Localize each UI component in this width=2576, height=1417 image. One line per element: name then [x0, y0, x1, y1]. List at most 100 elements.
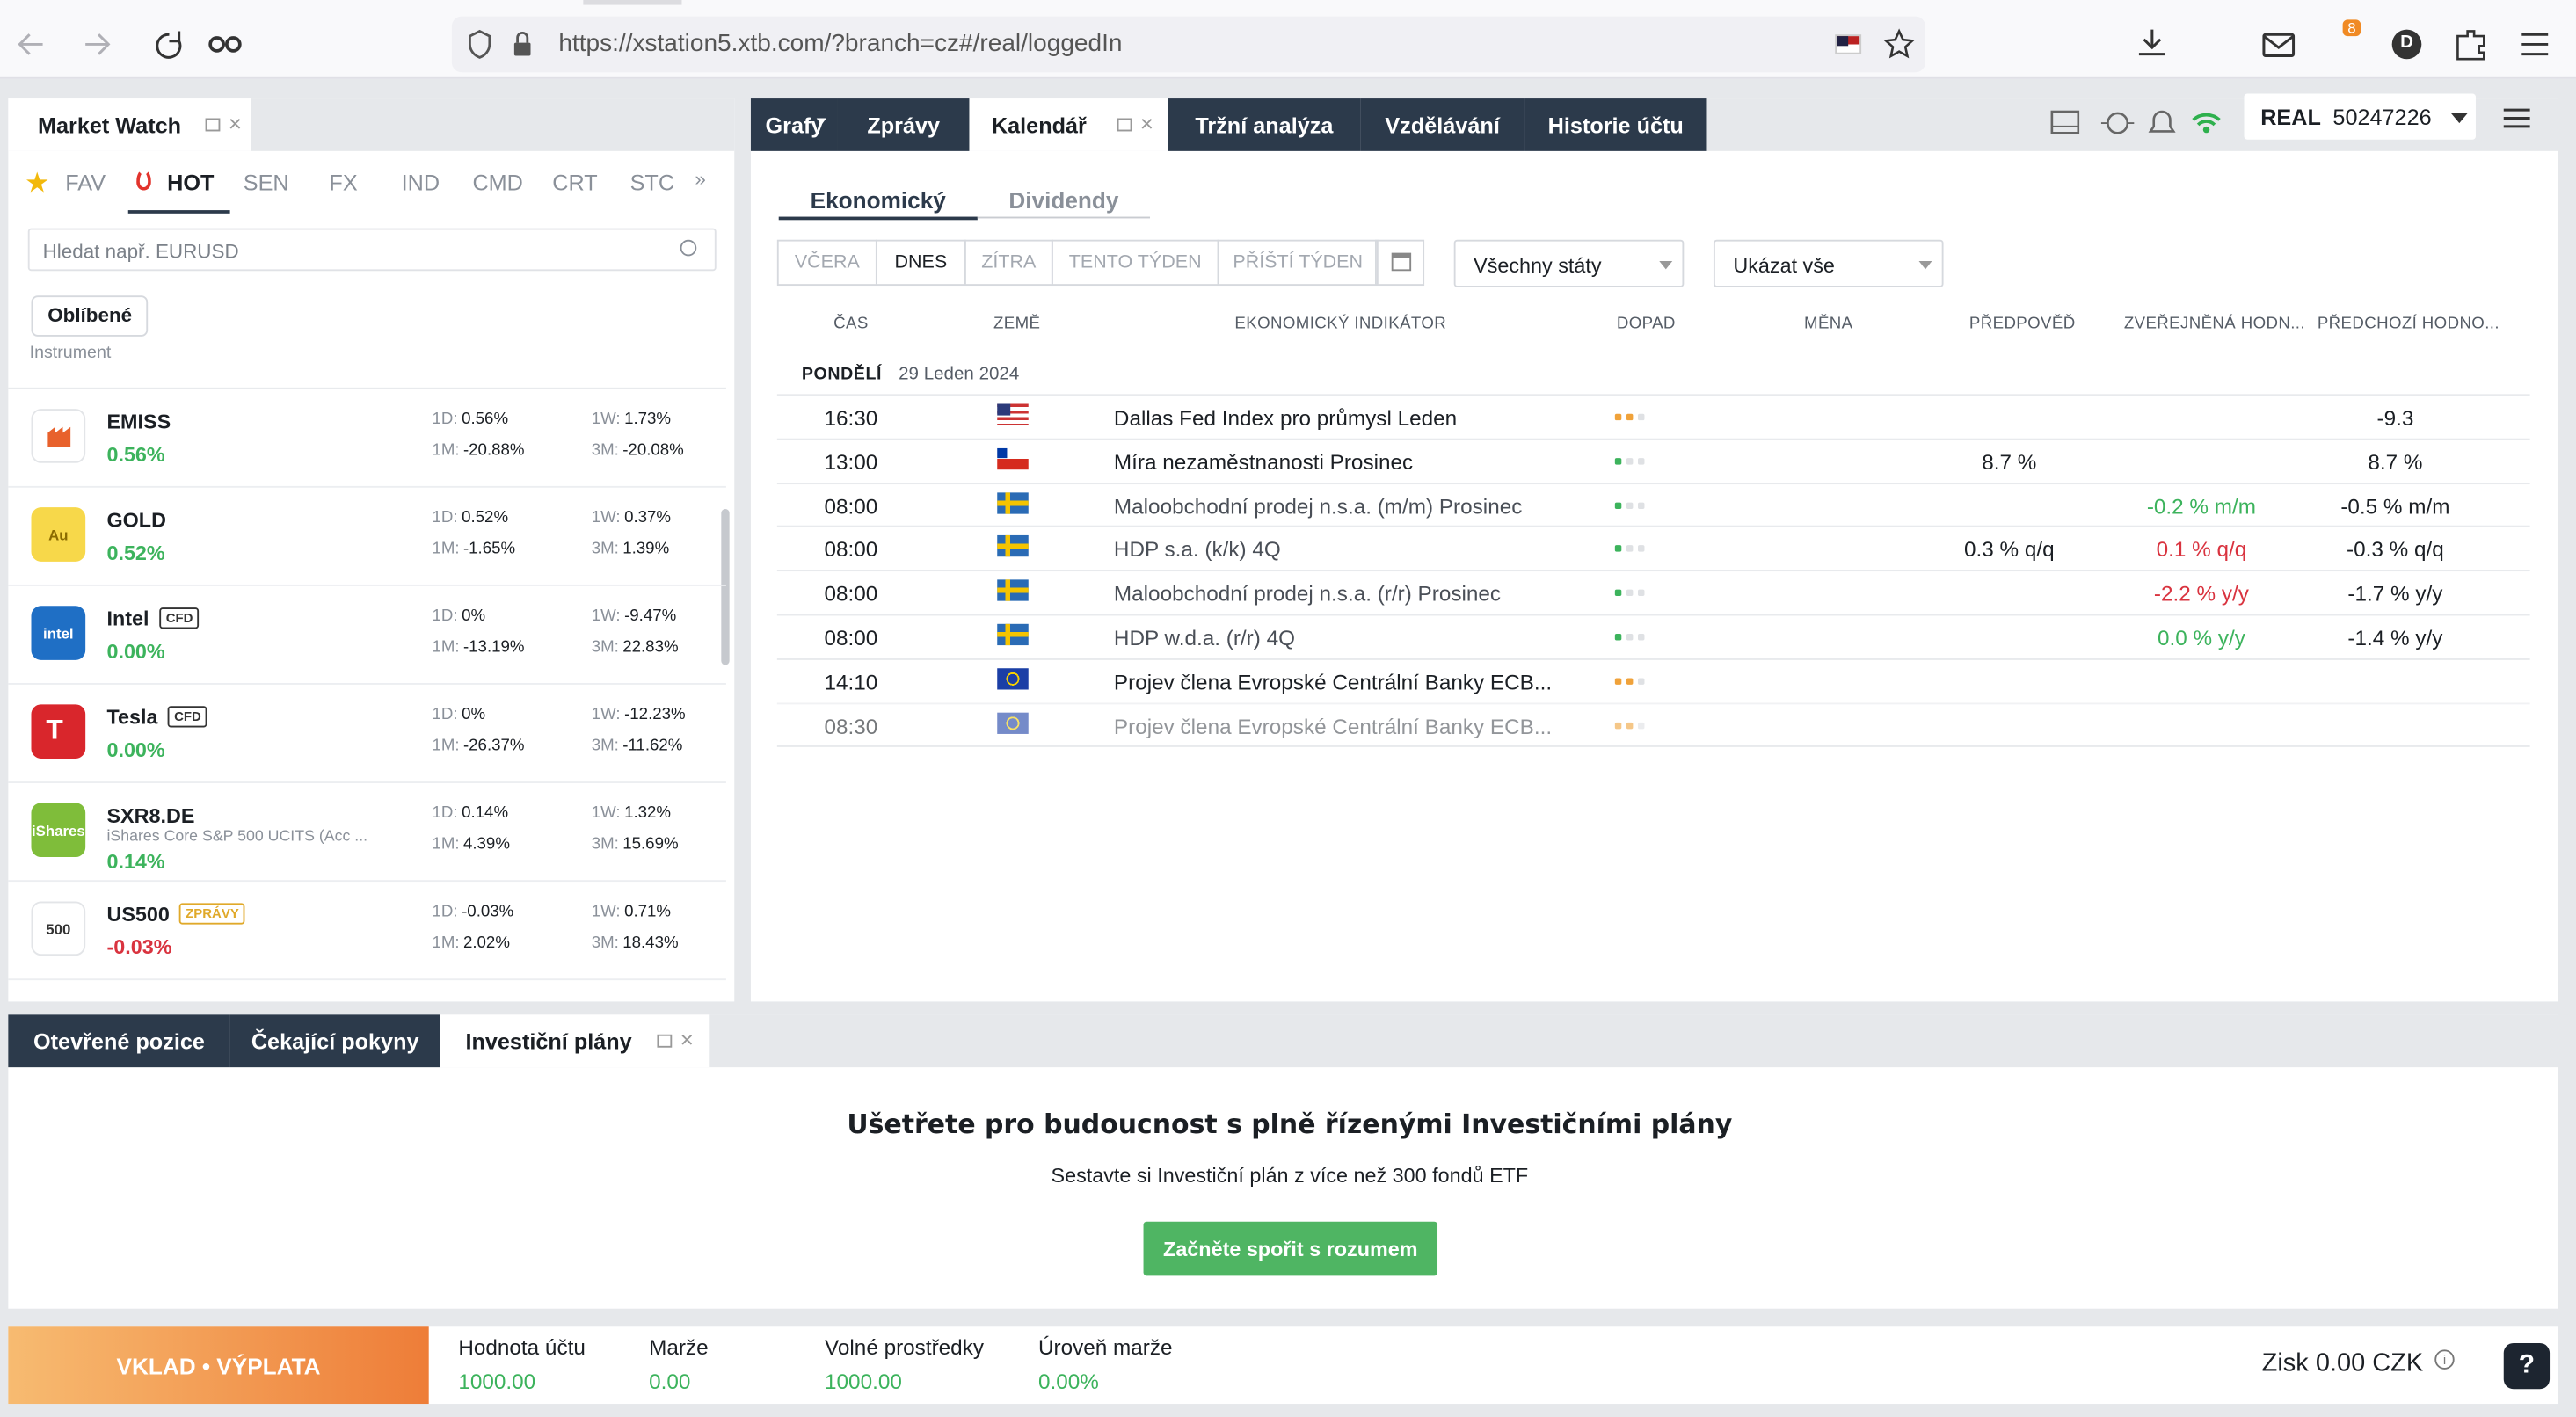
- calendar-row[interactable]: 08:00 Maloobchodní prodej n.s.a. (m/m) Pr…: [776, 482, 2530, 526]
- calendar-picker[interactable]: [1375, 239, 1425, 287]
- period-value: 0.71%: [624, 903, 672, 921]
- event-time: 08:00: [824, 493, 878, 519]
- calendar-row[interactable]: 08:00 Maloobchodní prodej n.s.a. (r/r) Pr…: [776, 570, 2530, 614]
- investment-button[interactable]: Začněte spořit s rozumem: [1143, 1221, 1438, 1276]
- calendar-row[interactable]: 14:10 Projev člena Evropské Centrální Ban…: [776, 658, 2530, 702]
- scroll-arrow[interactable]: »: [695, 167, 706, 191]
- close-icon[interactable]: ×: [228, 110, 243, 137]
- panel-tab[interactable]: Market Watch ×: [8, 98, 251, 151]
- calendar-subtab[interactable]: Dividendy: [1008, 186, 1119, 214]
- browser-actions[interactable]: [2136, 26, 2563, 62]
- main-tab[interactable]: Kalendář ×: [969, 98, 1168, 151]
- help-button[interactable]: ?: [2503, 1342, 2551, 1390]
- category-tab[interactable]: SEN: [243, 171, 289, 196]
- country-flag: [997, 535, 1029, 557]
- instrument-row[interactable]: iShares SXR8.DE iShares Core S&P 500 UCITS…: [8, 783, 726, 883]
- impact-dot: [1626, 678, 1634, 685]
- date-filter[interactable]: TENTO TÝDEN: [1051, 239, 1219, 287]
- category-tab[interactable]: IND: [401, 171, 440, 196]
- category-tab[interactable]: FX: [329, 171, 358, 196]
- category-tab[interactable]: FAV: [65, 171, 106, 196]
- close-icon[interactable]: ×: [680, 1026, 694, 1053]
- deposit-button[interactable]: VKLAD • VÝPLATA: [8, 1326, 429, 1405]
- status-icons: [2050, 110, 2221, 134]
- calendar-row[interactable]: 08:00 HDP w.d.a. (r/r) 4Q 0.0 % y/y -1.4 % …: [776, 614, 2530, 658]
- account-selector[interactable]: REAL 50247226: [2244, 93, 2476, 140]
- main-tab[interactable]: Tržní analýza: [1168, 98, 1361, 151]
- select-box[interactable]: Všechny státy: [1453, 239, 1685, 287]
- instrument-subtitle: iShares Core S&P 500 UCITS (Acc ...: [106, 827, 368, 846]
- calendar-row[interactable]: 16:30 Dallas Fed Index pro průmysl Leden -…: [776, 394, 2530, 438]
- period-value: 2.02%: [462, 934, 510, 953]
- detach-icon[interactable]: [657, 1034, 673, 1048]
- category-tab[interactable]: CMD: [472, 171, 523, 196]
- url-bar[interactable]: https://xstation5.xtb.com/?branch=cz#/re…: [451, 16, 1925, 73]
- detach-icon[interactable]: [1117, 118, 1132, 132]
- impact-dot: [1614, 501, 1622, 509]
- nav-buttons[interactable]: [17, 28, 247, 61]
- dropdown-arrow: [2450, 113, 2468, 132]
- detach-icon[interactable]: [205, 118, 221, 132]
- instrument-row[interactable]: EMISS 0.56% 1D: 0.56% 1W: 1.73% 1M: -20.88% 3M: -…: [8, 389, 726, 488]
- date-filter[interactable]: DNES: [875, 239, 966, 287]
- main-tab[interactable]: Historie účtu: [1524, 98, 1707, 151]
- bottom-tab[interactable]: Investiční plány ×: [440, 1014, 710, 1068]
- calendar-subtab[interactable]: Ekonomický: [810, 186, 946, 214]
- date-filter[interactable]: VČERA: [776, 239, 877, 287]
- bottom-tab[interactable]: Otevřené pozice: [8, 1014, 230, 1068]
- indicator-name: Projev člena Evropské Centrální Banky EC…: [1113, 669, 1553, 694]
- divider: [8, 387, 726, 389]
- day-label: PONDĚLÍ: [801, 364, 883, 385]
- dropdown-arrow: [816, 118, 826, 129]
- impact-dot: [1614, 722, 1622, 729]
- main-tab[interactable]: Zprávy: [837, 98, 970, 151]
- stat-label: Volné prostředky: [825, 1334, 984, 1360]
- date-filter[interactable]: ZÍTRA: [964, 239, 1053, 287]
- main-tabs: Grafy Zprávy Kalendář × Tržní analýza Vzděláv…: [750, 98, 2558, 151]
- bottom-tab-label: Čekající pokyny: [251, 1028, 419, 1054]
- filter-button[interactable]: Oblíbené: [31, 295, 149, 337]
- bottom-tab[interactable]: Čekající pokyny: [229, 1014, 440, 1068]
- indicator-name: Dallas Fed Index pro průmysl Leden: [1113, 405, 1458, 431]
- factory-icon: [47, 426, 71, 447]
- calendar-row[interactable]: 08:30 Projev člena Evropské Centrální Ban…: [776, 701, 2530, 746]
- instrument-row[interactable]: T Tesla CFD 0.00% 1D: 0% 1W: -12.23% 1M: -26.37% 3…: [8, 685, 726, 783]
- instrument-row[interactable]: intel Intel CFD 0.00% 1D: 0% 1W: -9.47% 1M: -13.1…: [8, 586, 726, 685]
- tab-indicator: [583, 0, 682, 5]
- search-placeholder: Hledat např. EURUSD: [42, 239, 239, 263]
- category-tab[interactable]: HOT: [167, 171, 215, 196]
- period-value: 0.37%: [624, 509, 672, 527]
- forecast-value: 8.7 %: [1982, 449, 2037, 475]
- instrument-change: -0.03%: [106, 935, 172, 959]
- instrument-row[interactable]: Au GOLD 0.52% 1D: 0.52% 1W: 0.37% 1M: -1.65% 3M: 1…: [8, 488, 726, 586]
- main-tab[interactable]: Vzdělávání: [1360, 98, 1525, 151]
- calendar-row[interactable]: 13:00 Míra nezaměstnanosti Prosinec 8.7 % 8…: [776, 438, 2530, 482]
- main-tab[interactable]: Grafy: [750, 98, 838, 151]
- period-label: 1M:: [432, 638, 460, 658]
- period-label: 1M:: [432, 540, 460, 559]
- impact-dot: [1614, 457, 1622, 465]
- calendar-row[interactable]: 08:00 HDP s.a. (k/k) 4Q 0.3 % q/q 0.1 % q/q…: [776, 526, 2530, 570]
- period-label: 3M:: [591, 441, 619, 461]
- indicator-name: Míra nezaměstnanosti Prosinec: [1113, 449, 1414, 475]
- menu-icon[interactable]: [2500, 105, 2533, 132]
- bookmark-star[interactable]: [1882, 28, 1916, 61]
- instrument-symbol: GOLD: [106, 509, 166, 533]
- profile-initial[interactable]: D: [2400, 33, 2413, 53]
- previous-value: -1.7 % y/y: [2347, 581, 2443, 607]
- previous-value: -1.4 % y/y: [2347, 625, 2443, 650]
- country-flag: [997, 623, 1029, 646]
- period-label: 1W:: [591, 706, 621, 724]
- close-icon[interactable]: ×: [1139, 110, 1154, 137]
- search-box[interactable]: Hledat např. EURUSD: [27, 228, 717, 272]
- category-tab[interactable]: CRT: [552, 171, 598, 196]
- select-box[interactable]: Ukázat vše: [1713, 239, 1944, 287]
- instrument-row[interactable]: 500 US500 ZPRÁVY -0.03% 1D: -0.03% 1W: 0.71% 1M:…: [8, 882, 726, 981]
- footer: VKLAD • VÝPLATA Hodnota účtu 1000.00 Marže…: [8, 1326, 2558, 1405]
- info-icon[interactable]: i: [2434, 1349, 2455, 1370]
- column-header: MĚNA: [1804, 315, 1853, 334]
- date-filter[interactable]: PŘÍŠTÍ TÝDEN: [1217, 239, 1379, 287]
- category-tab[interactable]: STC: [629, 171, 675, 196]
